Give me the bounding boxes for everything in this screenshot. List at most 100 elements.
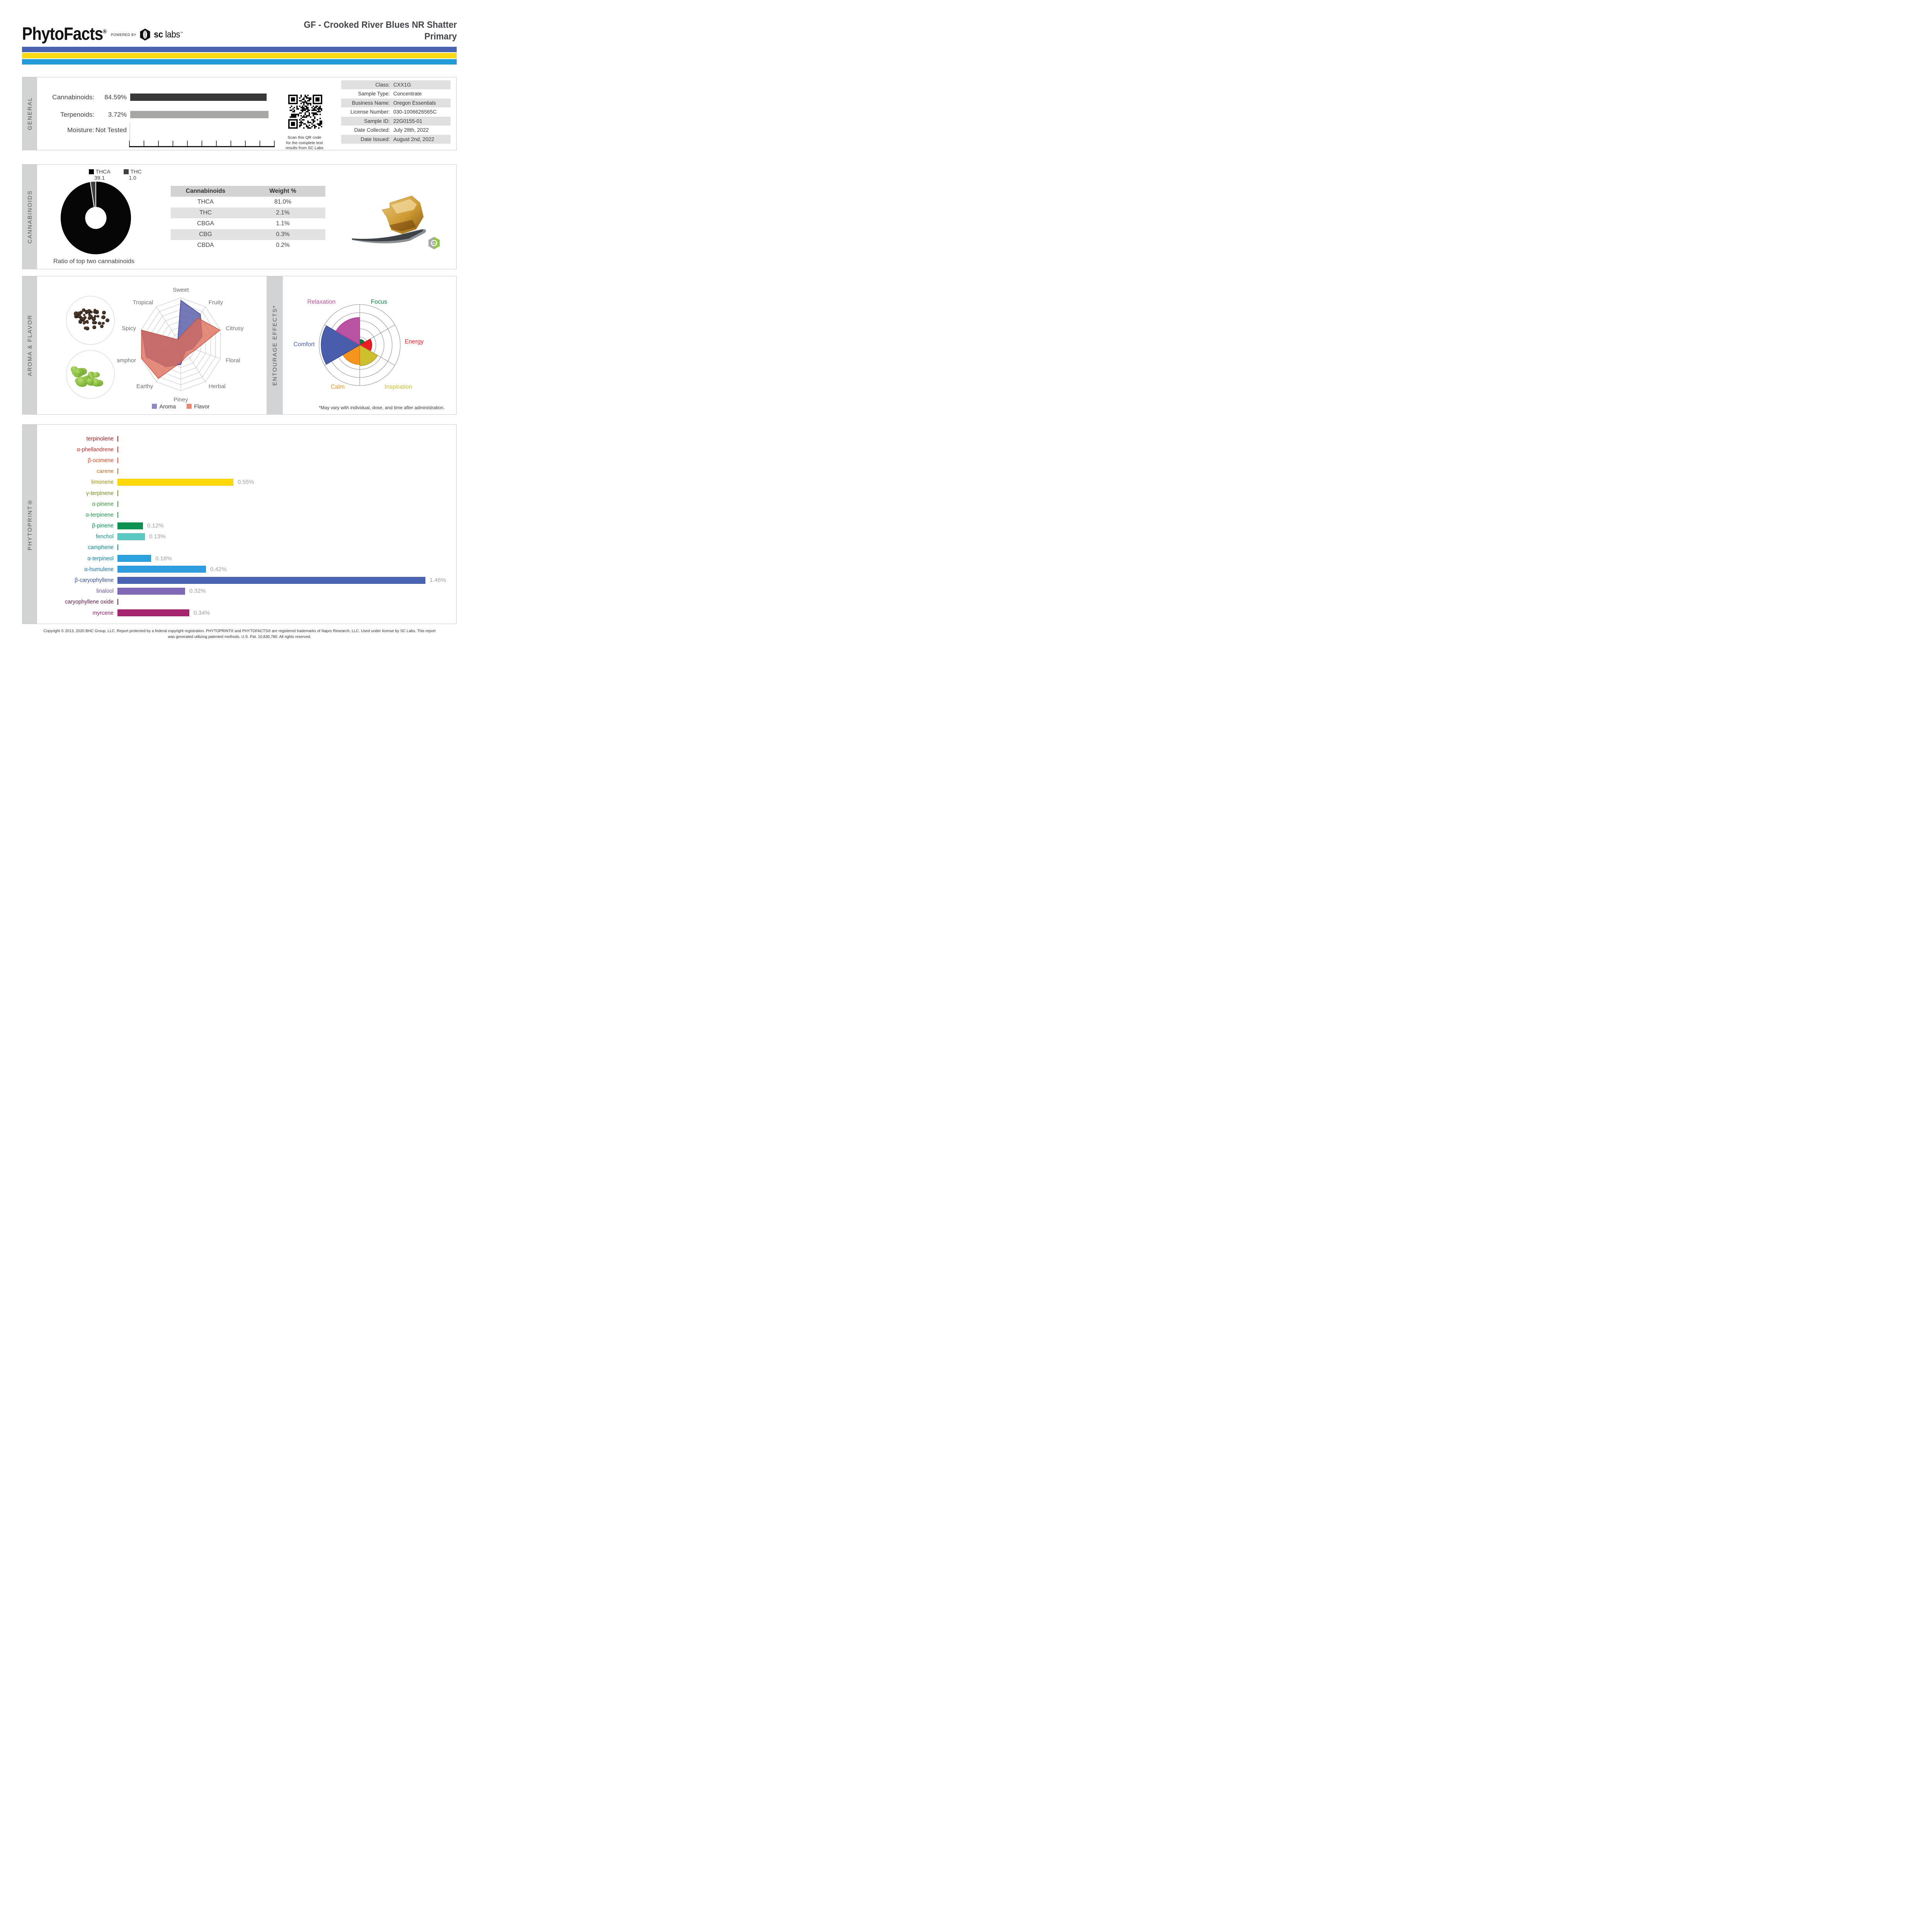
legend-value: 1.0 — [129, 175, 136, 181]
terpene-bar-zone — [117, 490, 454, 497]
cannabinoid-name: THC — [199, 209, 212, 216]
terpene-value: 0.13% — [149, 533, 166, 540]
terpene-row: terpinolene — [37, 433, 454, 444]
phytoprint-section-label: PHYTOPRINT® — [26, 498, 33, 551]
qr-caption: Scan this QR code for the complete test re… — [270, 135, 339, 151]
svg-text:Fruity: Fruity — [209, 299, 223, 306]
peppercorn — [79, 311, 83, 314]
metric-bar — [130, 111, 269, 118]
header-stripe-yellow — [22, 53, 457, 58]
cannabinoids-section-sidebar: CANNABINOIDS — [22, 165, 37, 269]
header-stripe-cyan — [22, 59, 457, 65]
entourage-label-comfort: Comfort — [293, 341, 315, 348]
info-row: Sample Type: Concentrate — [341, 90, 451, 99]
peppercorn — [92, 316, 96, 321]
donut-legend-name: THCA — [88, 168, 111, 175]
terpene-row: camphene — [37, 542, 454, 553]
peppercorn — [85, 320, 88, 323]
legend-swatch — [152, 404, 157, 409]
peppercorn — [83, 316, 87, 319]
report-title-line1: GF - Crooked River Blues NR Shatter — [303, 20, 457, 30]
info-label: Sample Type: — [358, 91, 390, 97]
phytoprint-section-sidebar: PHYTOPRINT® — [22, 425, 37, 624]
terpene-bar — [117, 566, 206, 573]
peppercorn — [82, 308, 85, 312]
terpene-row: α-pinene — [37, 498, 454, 509]
terpene-name: fenchol — [96, 533, 114, 540]
report-title: GF - Crooked River Blues NR Shatter Prim… — [304, 19, 457, 43]
terpene-bar — [117, 533, 145, 540]
cannabinoids-table: Cannabinoids Weight % THCA 81.0% THC 2.1% CBGA… — [171, 186, 325, 251]
sclabs-hexagon-icon — [140, 29, 150, 41]
phytofacts-logo: PhytoFacts® — [22, 23, 107, 44]
terpene-name: β-caryophyllene — [75, 577, 114, 584]
terpene-value: 1.46% — [430, 577, 446, 584]
svg-text:Piney: Piney — [173, 396, 188, 403]
moisture-axis-line — [129, 123, 130, 141]
terpene-zero-tick — [117, 446, 118, 452]
header-stripe-blue — [22, 47, 457, 52]
terpene-zero-tick — [117, 512, 118, 518]
terpene-name: β-pinene — [92, 522, 114, 529]
terpene-row: linalool 0.32% — [37, 586, 454, 597]
info-label: License Number: — [350, 109, 390, 115]
info-row: Date Issued: August 2nd, 2022 — [341, 135, 451, 144]
entourage-label-inspiration: Inspiration — [384, 384, 412, 390]
terpene-value: 0.16% — [155, 555, 172, 562]
info-row: Sample ID: 22G0155-01 — [341, 117, 451, 126]
sample-info-table: Class: CXX1G Sample Type: Concentrate Busine… — [341, 80, 451, 144]
cannabinoid-name: CBG — [199, 231, 212, 238]
terpene-bar — [117, 478, 233, 486]
table-row: CBG 0.3% — [171, 229, 325, 240]
footer-line1: Copyright © 2013, 2020 BHC Group, LLC. R… — [43, 629, 436, 633]
terpene-value: 0.42% — [210, 566, 227, 573]
terpene-zero-tick — [117, 599, 118, 605]
peppercorn — [102, 321, 105, 325]
peppercorn — [86, 321, 89, 324]
cannabinoid-weight: 2.1% — [276, 209, 290, 216]
peppercorn — [105, 318, 109, 322]
svg-text:Camphor: Camphor — [117, 357, 136, 364]
legend-swatch — [123, 169, 129, 174]
info-value: CXX1G — [393, 82, 411, 88]
terpene-name: α-terpineol — [87, 555, 114, 562]
terpene-name: α-terpinene — [85, 511, 114, 518]
legend-label: Aroma — [159, 404, 176, 410]
peppercorn — [92, 325, 97, 329]
terpene-name: β-ocimene — [88, 457, 114, 464]
donut-legend-item: THC 1.0 — [123, 168, 141, 181]
peppercorn — [74, 311, 78, 316]
peppercorn — [100, 325, 104, 328]
terpene-name: limonene — [91, 479, 114, 486]
general-section-label: GENERAL — [26, 97, 33, 130]
cannabinoid-name: CBDA — [197, 242, 214, 248]
entourage-label-relaxation: Relaxation — [307, 299, 336, 305]
peppercorn — [94, 315, 97, 318]
peppercorn — [90, 311, 93, 314]
info-value: Concentrate — [393, 91, 422, 97]
info-row: License Number: 030-1006626565C — [341, 108, 451, 117]
entourage-effects-chart — [319, 304, 401, 386]
cannabinoid-weight: 1.1% — [276, 220, 290, 227]
info-label: Business Name: — [352, 100, 390, 106]
terpene-row: caryophyllene oxide — [37, 597, 454, 607]
terpene-bar-zone: 0.13% — [117, 533, 454, 540]
terpene-bar-zone — [117, 599, 454, 605]
svg-text:Earthy: Earthy — [136, 383, 153, 389]
sclabs-sc: sc — [154, 29, 163, 40]
column-header: Weight % — [269, 188, 296, 194]
terpene-row: α-terpineol 0.16% — [37, 553, 454, 564]
terpene-zero-tick — [117, 435, 118, 442]
column-header: Cannabinoids — [185, 188, 226, 194]
terpene-name: linalool — [96, 588, 114, 595]
terpene-row: α-terpinene — [37, 509, 454, 520]
terpene-bar-zone: 0.42% — [117, 566, 454, 573]
terpene-zero-tick — [117, 501, 118, 507]
ratio-donut-caption: Ratio of top two cannabinoids — [53, 258, 134, 265]
peppercorn — [85, 310, 88, 313]
peppercorn — [83, 318, 86, 321]
info-row: Business Name: Oregon Essentials — [341, 99, 451, 107]
terpene-name: γ-terpinene — [86, 490, 114, 497]
terpene-name: myrcene — [92, 609, 114, 616]
legend-value: 39.1 — [94, 175, 105, 181]
